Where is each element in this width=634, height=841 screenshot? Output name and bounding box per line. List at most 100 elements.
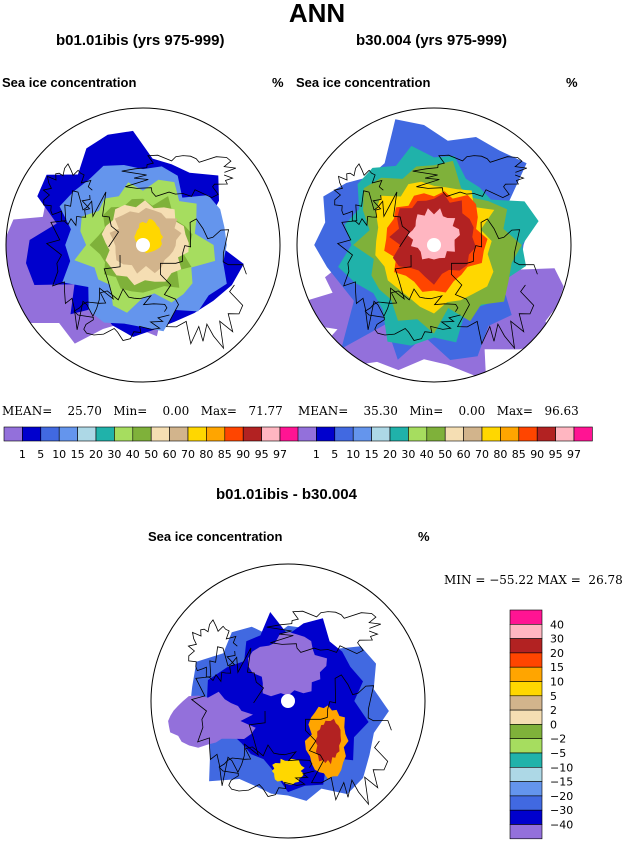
diff-colorbar-tick-label: 20	[550, 647, 564, 660]
diff-colorbar-box	[509, 609, 543, 625]
diff-colorbar-box	[509, 666, 543, 682]
left-colorbar-box	[150, 426, 170, 442]
diff-panel-title: b01.01ibis - b30.004	[216, 486, 357, 503]
left-colorbar-tick-label: 70	[181, 448, 195, 461]
left-units-label: %	[272, 75, 284, 90]
diff-colorbar-tick-label: −20	[550, 790, 573, 803]
right-stats: MEAN= 35.30 Min= 0.00 Max= 96.63	[298, 404, 579, 418]
left-colorbar-tick-label: 40	[126, 448, 140, 461]
right-colorbar-tick-label: 95	[549, 448, 563, 461]
left-colorbar-box	[114, 426, 134, 442]
left-colorbar-box	[58, 426, 78, 442]
diff-colorbar-box	[509, 623, 543, 639]
left-colorbar-box	[187, 426, 207, 442]
left-colorbar-tick-label: 80	[199, 448, 213, 461]
right-map-coastline	[333, 163, 384, 227]
diff-colorbar-box	[509, 795, 543, 811]
right-map-coastline	[412, 154, 527, 199]
diff-colorbar-tick-label: 30	[550, 633, 564, 646]
diff-map-field	[168, 610, 392, 806]
left-colorbar-tick-label: 5	[37, 448, 44, 461]
right-colorbar-tick-label: 5	[331, 448, 338, 461]
left-colorbar-box	[77, 426, 97, 442]
right-colorbar-tick-label: 1	[313, 448, 320, 461]
diff-map-contour-region	[168, 691, 256, 748]
diff-colorbar-tick-label: −2	[550, 733, 566, 746]
left-map-coastline	[159, 218, 247, 350]
right-colorbar-tick-label: 30	[401, 448, 415, 461]
right-colorbar-box	[555, 426, 575, 442]
diff-colorbar-box	[509, 809, 543, 825]
diff-colorbar-tick-label: 5	[550, 690, 557, 703]
right-colorbar-box	[316, 426, 336, 442]
left-map-coastline	[42, 163, 93, 227]
right-colorbar-box	[371, 426, 391, 442]
left-variable-label: Sea ice concentration	[2, 75, 137, 90]
left-colorbar-tick-label: 95	[255, 448, 269, 461]
diff-map-pole-hole	[281, 694, 295, 708]
right-units-label: %	[566, 75, 578, 90]
diff-variable-label: Sea ice concentration	[148, 529, 283, 544]
diff-colorbar-box	[509, 766, 543, 782]
left-map-map-boundary	[5, 107, 281, 383]
left-stats: MEAN= 25.70 Min= 0.00 Max= 71.77	[2, 404, 283, 418]
right-colorbar-tick-label: 60	[457, 448, 471, 461]
right-map-coastline	[450, 218, 538, 350]
left-map-field	[6, 130, 247, 350]
right-map-field	[297, 119, 564, 381]
diff-colorbar-tick-label: −15	[550, 776, 573, 789]
left-colorbar-tick-label: 60	[163, 448, 177, 461]
right-colorbar-tick-label: 10	[346, 448, 360, 461]
diff-colorbar-tick-label: −5	[550, 747, 566, 760]
right-colorbar-box	[352, 426, 372, 442]
left-colorbar-tick-label: 90	[236, 448, 250, 461]
left-colorbar-tick-label: 10	[52, 448, 66, 461]
left-colorbar-box	[261, 426, 281, 442]
right-colorbar-box	[573, 426, 593, 442]
left-colorbar-box	[3, 426, 23, 442]
diff-stats: MIN = −55.22 MAX = 26.78	[444, 573, 623, 587]
right-colorbar-tick-label: 20	[383, 448, 397, 461]
right-colorbar-box	[481, 426, 501, 442]
diff-colorbar-box	[509, 824, 543, 840]
diff-map-coastline	[266, 610, 381, 655]
page-title: ANN	[288, 0, 346, 28]
left-colorbar-box	[224, 426, 244, 442]
right-colorbar-tick-label: 50	[438, 448, 452, 461]
right-colorbar-box	[408, 426, 428, 442]
left-colorbar-tick-label: 20	[89, 448, 103, 461]
right-colorbar-tick-label: 15	[365, 448, 379, 461]
right-colorbar-tick-label: 90	[530, 448, 544, 461]
right-colorbar-box	[463, 426, 483, 442]
right-map-contour-region	[407, 208, 460, 260]
right-colorbar-box	[500, 426, 520, 442]
right-colorbar-tick-label: 40	[420, 448, 434, 461]
diff-map-map-boundary	[150, 563, 426, 839]
right-colorbar-tick-label: 85	[512, 448, 526, 461]
left-map-coastline	[121, 154, 236, 199]
right-colorbar-box	[444, 426, 464, 442]
diff-colorbar-box	[509, 695, 543, 711]
left-colorbar-tick-label: 1	[19, 448, 26, 461]
diff-colorbar-box	[509, 781, 543, 797]
right-panel-title: b30.004 (yrs 975-999)	[356, 32, 507, 49]
right-colorbar-box	[426, 426, 446, 442]
diff-colorbar-tick-label: 2	[550, 704, 557, 717]
right-map-pole-hole	[427, 238, 441, 252]
left-map-coastline	[45, 190, 121, 330]
diff-map-coastline	[304, 674, 392, 806]
diff-map-coastline	[218, 744, 315, 797]
diff-colorbar-tick-label: 15	[550, 661, 564, 674]
diff-units-label: %	[418, 529, 430, 544]
diff-map-contour-region	[315, 718, 342, 765]
diff-colorbar-box	[509, 724, 543, 740]
diff-colorbar-box	[509, 738, 543, 754]
diff-colorbar-box	[509, 638, 543, 654]
left-map-coastline	[73, 288, 170, 341]
right-colorbar-box	[518, 426, 538, 442]
left-panel-title: b01.01ibis (yrs 975-999)	[56, 32, 225, 49]
diff-colorbar-box	[509, 709, 543, 725]
left-colorbar-box	[206, 426, 226, 442]
right-colorbar-box	[297, 426, 317, 442]
